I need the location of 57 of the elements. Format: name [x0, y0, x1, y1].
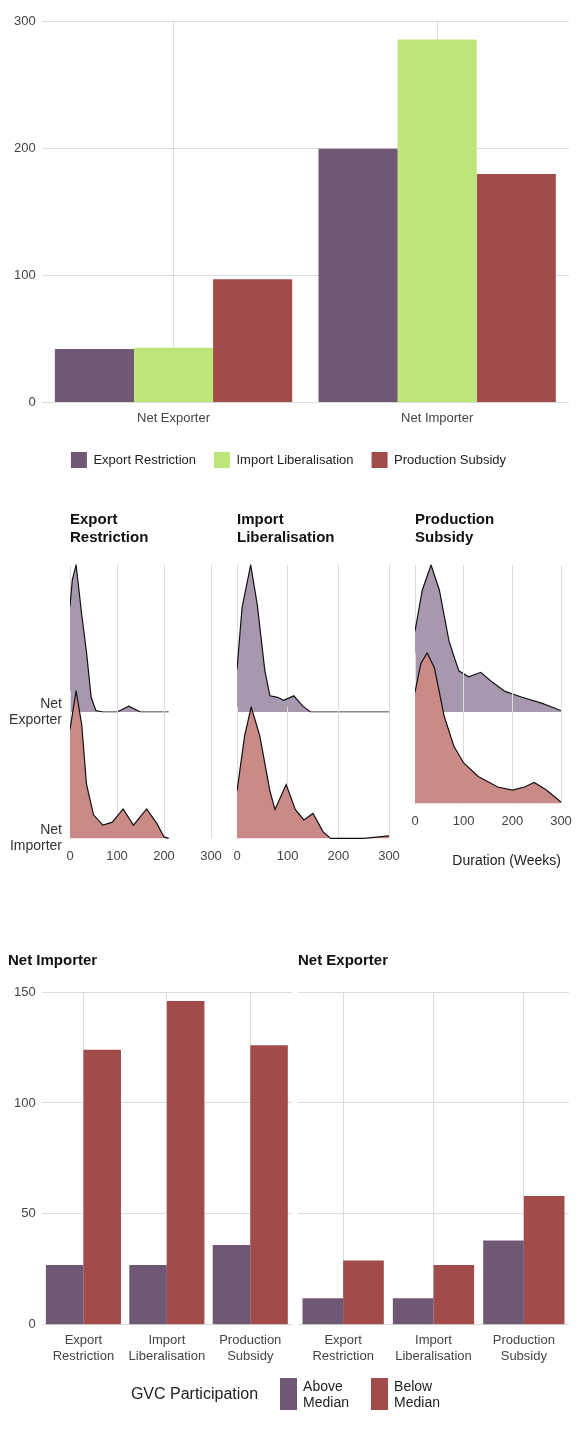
- x-tick-label: Export Restriction: [52, 1332, 115, 1363]
- y-tick-label: 0: [28, 1316, 36, 1332]
- legend-label: Import Liberalisation: [236, 451, 354, 467]
- x-tick-label: 0: [66, 847, 74, 863]
- bar: [343, 1260, 384, 1325]
- series-label: Net Exporter: [9, 694, 63, 727]
- x-tick-label: Production Subsidy: [219, 1332, 282, 1363]
- chart-title: Net Exporter: [298, 951, 389, 969]
- x-tick-label: 100: [276, 847, 299, 863]
- bar: [133, 347, 214, 402]
- y-tick-label: 300: [13, 13, 36, 29]
- chart-title: Export Restriction: [70, 510, 150, 546]
- bar: [129, 1264, 167, 1325]
- bar: [166, 1000, 205, 1325]
- bar: [318, 148, 398, 402]
- x-tick-label: 300: [200, 847, 222, 863]
- x-tick-label: Import Liberalisation: [128, 1332, 206, 1363]
- x-tick-label: 200: [327, 847, 350, 863]
- x-tick-label: 100: [452, 812, 475, 828]
- x-tick-label: Production Subsidy: [492, 1332, 555, 1363]
- y-tick-label: 150: [13, 983, 36, 999]
- x-tick-label: 300: [550, 812, 572, 828]
- bar: [45, 1264, 84, 1325]
- y-tick-label: 100: [13, 1094, 36, 1110]
- legend-label: Export Restriction: [93, 451, 197, 467]
- bar: [302, 1298, 344, 1325]
- x-tick-label: 100: [106, 847, 128, 863]
- x-tick-label: 300: [378, 847, 400, 863]
- bar: [83, 1049, 121, 1325]
- chart-title: Net Importer: [8, 951, 98, 969]
- x-tick-label: 200: [501, 812, 524, 828]
- y-tick-label: 0: [28, 393, 36, 409]
- legend-label: Below Median: [394, 1378, 441, 1410]
- bar: [213, 279, 293, 402]
- bar: [250, 1045, 288, 1325]
- chart-title: Production Subsidy: [415, 510, 496, 546]
- bar: [212, 1244, 251, 1325]
- bar: [476, 174, 556, 402]
- x-tick-label: 0: [411, 812, 419, 828]
- legend-label: Production Subsidy: [394, 451, 507, 467]
- bar: [397, 39, 477, 402]
- bar: [392, 1298, 434, 1325]
- x-tick-label: 0: [233, 847, 241, 863]
- bar: [433, 1264, 475, 1325]
- y-tick-label: 100: [13, 267, 36, 283]
- x-tick-label: Import Liberalisation: [395, 1332, 472, 1363]
- bar: [54, 349, 134, 402]
- bar: [483, 1240, 524, 1325]
- x-axis-title: Duration (Weeks): [452, 852, 561, 869]
- x-tick-label: Export Restriction: [312, 1332, 374, 1363]
- y-tick-label: 50: [21, 1205, 36, 1221]
- chart-title: Import Liberalisation: [237, 510, 336, 546]
- bar: [523, 1196, 565, 1325]
- y-tick-label: 200: [13, 140, 36, 156]
- x-tick-label: 200: [153, 847, 175, 863]
- legend-label: Above Median: [303, 1378, 350, 1410]
- legend-title: GVC Participation: [130, 1385, 259, 1403]
